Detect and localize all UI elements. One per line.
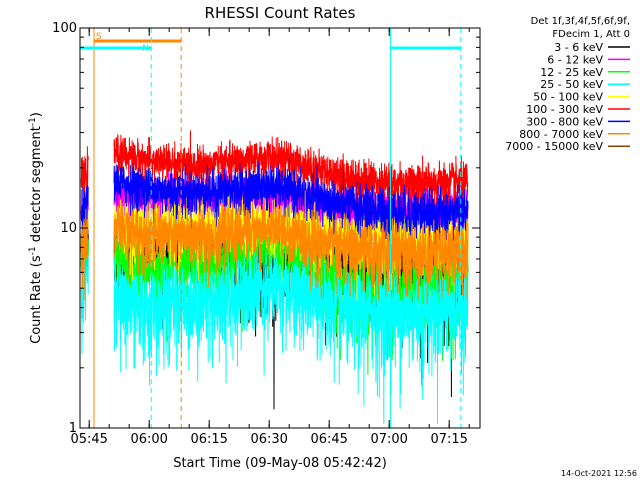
- x-axis-label: Start Time (09-May-08 05:42:42): [173, 456, 387, 471]
- legend-item: 6 - 12 keV: [547, 53, 630, 66]
- y-tick-label: 10: [60, 221, 77, 236]
- legend-item: 12 - 25 keV: [540, 66, 630, 79]
- timestamp: 14-Oct-2021 12:56: [561, 469, 637, 478]
- legend-label: 100 - 300 keV: [526, 103, 603, 116]
- legend-label: 800 - 7000 keV: [519, 128, 603, 141]
- y-axis-label-part3: ): [29, 112, 44, 117]
- y-axis-label-part1: Count Rate (s: [29, 255, 44, 344]
- x-tick-label: 06:15: [190, 432, 227, 447]
- x-tick-label: 05:45: [70, 432, 107, 447]
- x-tick-label: 06:30: [250, 432, 287, 447]
- x-tick-label: 06:00: [130, 432, 167, 447]
- legend-label: 6 - 12 keV: [547, 53, 603, 66]
- legend-item: 25 - 50 keV: [540, 78, 630, 91]
- series-800-7000-kev: [80, 190, 469, 308]
- x-tick-label: 06:45: [310, 432, 347, 447]
- annotation-saa-0: S: [93, 28, 182, 428]
- legend-header-line1: Det 1f,3f,4f,5f,6f,9f,: [531, 16, 630, 27]
- legend-label: 25 - 50 keV: [540, 78, 603, 91]
- legend-item: 3 - 6 keV: [554, 41, 630, 54]
- series-300-800-kev-line: [113, 157, 469, 264]
- y-axis-label-part2: detector segment: [29, 126, 44, 246]
- legend-item: 7000 - 15000 keV: [505, 140, 630, 153]
- legend-item: 300 - 800 keV: [526, 115, 630, 128]
- legend-label: 50 - 100 keV: [533, 91, 603, 104]
- axis-layer: 05:45 06:00 06:15 06:30 06:45 07:00 07:15 1 10 10…: [52, 21, 481, 447]
- legend-label: 12 - 25 keV: [540, 66, 603, 79]
- chart-title: RHESSI Count Rates: [205, 4, 356, 22]
- legend-item: 800 - 7000 keV: [519, 128, 630, 141]
- series-800-7000-kev-line: [113, 190, 469, 308]
- legend-item: 50 - 100 keV: [533, 91, 630, 104]
- x-tick-label: 07:00: [370, 432, 407, 447]
- y-axis-label: Count Rate (s-1 detector segment-1): [28, 112, 44, 344]
- annotation-label: N: [142, 44, 149, 54]
- legend-header-line2: FDecim 1, Att 0: [552, 29, 630, 40]
- y-axis-ticks: 1 10 100: [52, 21, 480, 436]
- x-tick-label: 07:15: [430, 432, 467, 447]
- y-tick-label: 100: [52, 21, 77, 36]
- legend-label: 300 - 800 keV: [526, 115, 603, 128]
- series-25-50-kev-line: [113, 249, 469, 424]
- legend-item: 100 - 300 keV: [526, 103, 630, 116]
- y-tick-label: 1: [69, 421, 77, 436]
- series-800-7000-kev-early-line: [80, 208, 89, 301]
- annotation-night-2: [389, 28, 462, 428]
- x-axis-ticks: 05:45 06:00 06:15 06:30 06:45 07:00 07:15: [70, 28, 470, 447]
- annotation-label: S: [96, 32, 102, 42]
- legend: Det 1f,3f,4f,5f,6f,9f, FDecim 1, Att 0 3…: [505, 16, 630, 153]
- legend-label: 3 - 6 keV: [554, 41, 603, 54]
- y-axis-label-sup1: -1: [28, 246, 38, 255]
- legend-label: 7000 - 15000 keV: [505, 140, 603, 153]
- y-axis-label-sup2: -1: [28, 117, 38, 126]
